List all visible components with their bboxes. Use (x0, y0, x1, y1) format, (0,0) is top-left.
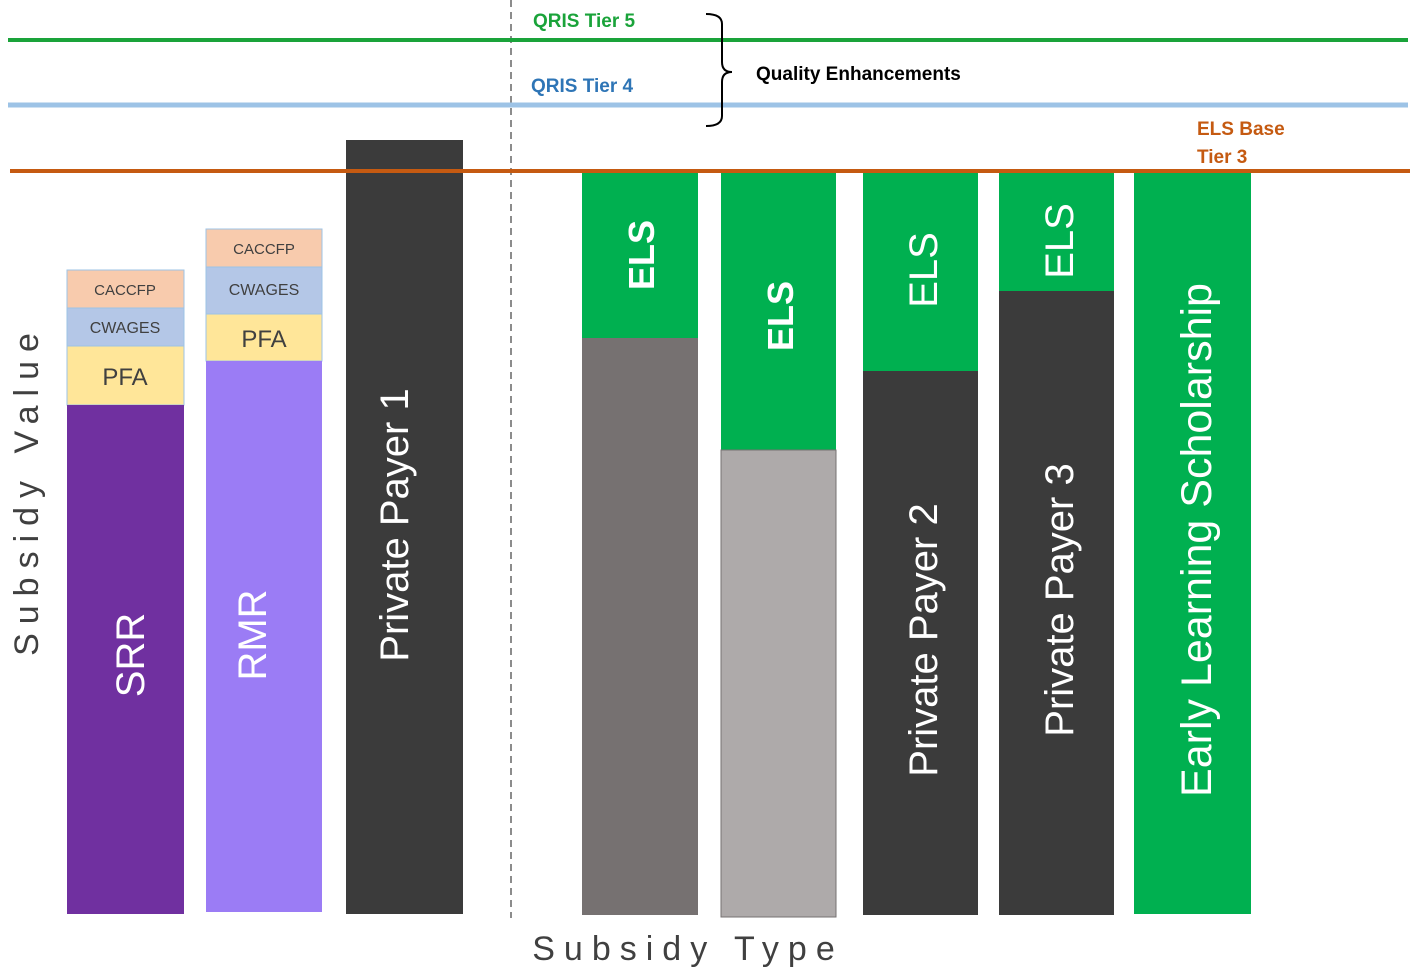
private-payer-1-bar: Private Payer 1 (346, 140, 463, 914)
srr-caccfp-label: CACCFP (94, 282, 156, 299)
early-learning-scholarship-bar: Early Learning Scholarship (1134, 172, 1251, 914)
qris-tier5-label: QRIS Tier 5 (533, 11, 636, 32)
els-base-label: ELS Base (1197, 119, 1285, 140)
private-payer-2-label: Private Payer 2 (902, 503, 946, 776)
private-payer-3-els-label: ELS (1038, 203, 1082, 279)
srr-pfa-label: PFA (102, 364, 147, 391)
rmr-cwages-label: CWAGES (229, 282, 300, 299)
quality-enhancements-label: Quality Enhancements (756, 64, 961, 85)
gray-dark-bar: ELS (582, 172, 698, 915)
rmr-pfa-label: PFA (241, 326, 286, 353)
x-axis-label: Subsidy Type (532, 930, 844, 968)
private-payer-2-els-label: ELS (902, 232, 946, 308)
rmr-caccfp-label: CACCFP (233, 241, 295, 258)
srr-bar: CACCFP CWAGES PFA SRR (66, 269, 185, 914)
gray-dark-els-label: ELS (621, 220, 662, 290)
srr-label: SRR (109, 613, 153, 697)
y-axis-label: Subsidy Value (8, 324, 46, 656)
qris-tier4-label: QRIS Tier 4 (531, 76, 634, 97)
gray-light-els-label: ELS (760, 281, 801, 351)
private-payer-2-bar: ELS Private Payer 2 (863, 172, 978, 915)
rmr-bar: CACCFP CWAGES PFA RMR (205, 228, 323, 912)
rmr-label: RMR (231, 589, 275, 680)
private-payer-3-label: Private Payer 3 (1038, 463, 1082, 736)
els-tier3-label: Tier 3 (1197, 147, 1247, 168)
srr-cwages-label: CWAGES (90, 320, 161, 337)
early-learning-scholarship-label: Early Learning Scholarship (1173, 283, 1221, 797)
quality-bracket (705, 13, 733, 127)
gray-light-bar: ELS (720, 172, 837, 918)
private-payer-1-label: Private Payer 1 (373, 388, 417, 661)
private-payer-3-bar: ELS Private Payer 3 (999, 172, 1114, 915)
